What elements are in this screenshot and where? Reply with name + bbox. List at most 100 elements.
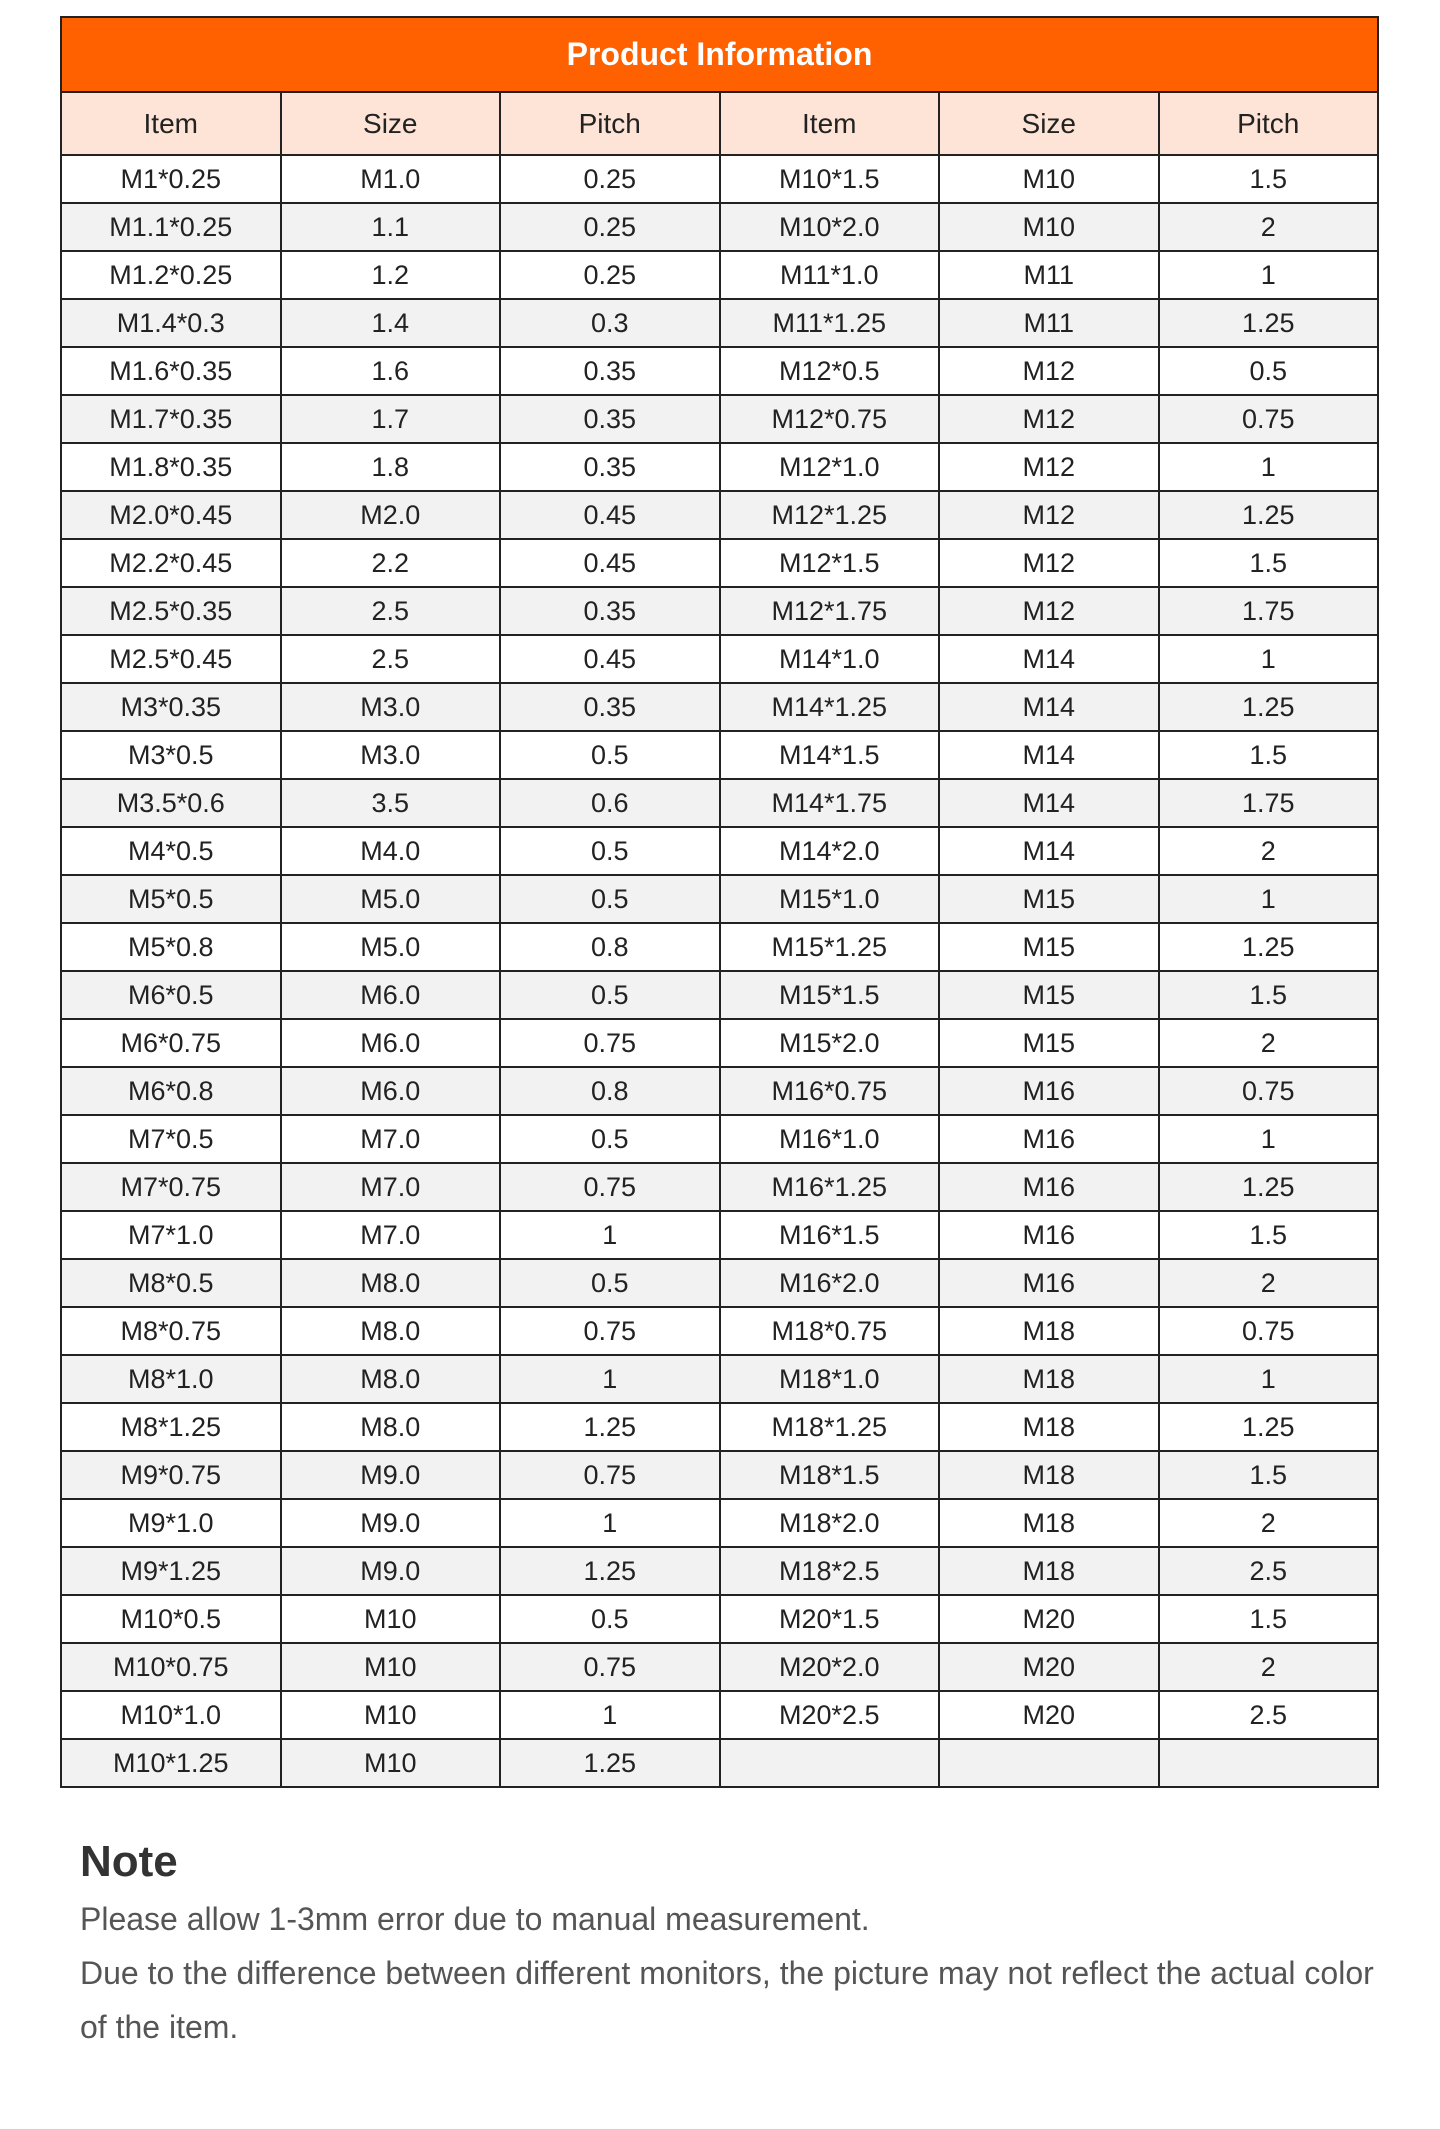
column-headers: Item Size Pitch Item Size Pitch [60,91,1379,156]
table-cell-item: M14*1.5 [718,730,940,780]
table-cell-size: M9.0 [279,1546,501,1596]
table-cell-size: M10 [279,1642,501,1692]
table-cell-item: M15*1.5 [718,970,940,1020]
table-row: M9*1.0 M9.0 1 M18*2.0 M18 2 [60,1498,1379,1548]
table-row: M4*0.5 M4.0 0.5 M14*2.0 M14 2 [60,826,1379,876]
table-cell-item: M18*1.25 [718,1402,940,1452]
table-cell-item: M10*2.0 [718,202,940,252]
table-cell-pitch: 0.45 [499,490,721,540]
table-row: M10*1.25 M10 1.25 [60,1738,1379,1788]
table-cell-item: M18*0.75 [718,1306,940,1356]
table-cell-item: M12*1.25 [718,490,940,540]
table-cell-item: M2.2*0.45 [60,538,282,588]
table-cell-pitch: 1.5 [1157,730,1379,780]
table-row: M9*0.75 M9.0 0.75 M18*1.5 M18 1.5 [60,1450,1379,1500]
table-cell-size: M12 [938,586,1160,636]
table-body: M1*0.25 M1.0 0.25 M10*1.5 M10 1.5 M1.1*0.25 1.1… [60,154,1379,1788]
table-cell-size: 1.6 [279,346,501,396]
table-cell-pitch: 1.25 [1157,1402,1379,1452]
table-cell-item: M10*0.75 [60,1642,282,1692]
table-cell-size: M16 [938,1114,1160,1164]
table-cell-size: M18 [938,1498,1160,1548]
table-cell-item: M4*0.5 [60,826,282,876]
table-row: M2.5*0.45 2.5 0.45 M14*1.0 M14 1 [60,634,1379,684]
table-cell-pitch: 2.5 [1157,1546,1379,1596]
table-cell-size: 1.4 [279,298,501,348]
table-cell-size: M12 [938,538,1160,588]
table-cell-pitch: 0.5 [499,970,721,1020]
table-cell-pitch: 1.25 [1157,490,1379,540]
table-cell-pitch: 0.25 [499,250,721,300]
table-cell-pitch: 2 [1157,1498,1379,1548]
table-cell-size: M10 [279,1738,501,1788]
table-cell-size: M3.0 [279,682,501,732]
table-cell-item: M16*0.75 [718,1066,940,1116]
table-row: M10*0.5 M10 0.5 M20*1.5 M20 1.5 [60,1594,1379,1644]
table-row: M7*0.5 M7.0 0.5 M16*1.0 M16 1 [60,1114,1379,1164]
table-cell-item: M15*1.0 [718,874,940,924]
table-cell-item: M3*0.5 [60,730,282,780]
table-cell-pitch: 1.5 [1157,538,1379,588]
table-row: M10*0.75 M10 0.75 M20*2.0 M20 2 [60,1642,1379,1692]
table-cell-size: 1.2 [279,250,501,300]
table-row: M1.2*0.25 1.2 0.25 M11*1.0 M11 1 [60,250,1379,300]
table-cell-size: M15 [938,1018,1160,1068]
table-cell-item: M10*1.0 [60,1690,282,1740]
table-row: M1.7*0.35 1.7 0.35 M12*0.75 M12 0.75 [60,394,1379,444]
table-row: M1.1*0.25 1.1 0.25 M10*2.0 M10 2 [60,202,1379,252]
table-cell-pitch: 1 [1157,634,1379,684]
table-cell-size: 1.8 [279,442,501,492]
table-cell-pitch: 1.5 [1157,1594,1379,1644]
table-cell-pitch: 2 [1157,826,1379,876]
table-cell-size: M9.0 [279,1498,501,1548]
table-cell-pitch: 0.75 [499,1306,721,1356]
table-cell-size: M5.0 [279,922,501,972]
table-cell-pitch: 0.35 [499,394,721,444]
note-section: Note Please allow 1-3mm error due to man… [80,1832,1400,2054]
table-cell-item: M2.0*0.45 [60,490,282,540]
table-cell-item: M6*0.75 [60,1018,282,1068]
table-row: M1.4*0.3 1.4 0.3 M11*1.25 M11 1.25 [60,298,1379,348]
table-row: M3.5*0.6 3.5 0.6 M14*1.75 M14 1.75 [60,778,1379,828]
table-cell-size: M10 [938,154,1160,204]
table-cell-item: M12*0.5 [718,346,940,396]
table-cell-size: M14 [938,634,1160,684]
table-cell-size: M16 [938,1162,1160,1212]
table-cell-size: M8.0 [279,1306,501,1356]
table-cell-item: M14*1.75 [718,778,940,828]
table-cell-size: M20 [938,1594,1160,1644]
table-cell-item: M8*1.25 [60,1402,282,1452]
table-cell-item: M20*1.5 [718,1594,940,1644]
table-cell-item: M9*0.75 [60,1450,282,1500]
table-cell-size: M12 [938,490,1160,540]
table-cell-size: M7.0 [279,1114,501,1164]
table-row: M5*0.5 M5.0 0.5 M15*1.0 M15 1 [60,874,1379,924]
table-cell-pitch: 1 [499,1690,721,1740]
table-cell-item: M10*1.5 [718,154,940,204]
table-cell-size: M10 [279,1690,501,1740]
table-cell-item: M1.8*0.35 [60,442,282,492]
table-cell-pitch: 0.5 [499,1258,721,1308]
table-cell-size: M10 [938,202,1160,252]
table-cell-size: 1.1 [279,202,501,252]
table-cell-pitch: 0.5 [1157,346,1379,396]
table-cell-item: M3*0.35 [60,682,282,732]
table-cell-item: M1*0.25 [60,154,282,204]
table-cell-item: M8*0.75 [60,1306,282,1356]
table-cell-pitch [1157,1738,1379,1788]
table-cell-size: 2.5 [279,634,501,684]
table-cell-item: M12*1.0 [718,442,940,492]
column-header-item: Item [718,91,940,156]
table-cell-item: M11*1.25 [718,298,940,348]
column-header-size: Size [279,91,501,156]
table-cell-item: M6*0.5 [60,970,282,1020]
table-cell-pitch: 0.75 [1157,1066,1379,1116]
table-cell-size: M14 [938,826,1160,876]
table-cell-item: M14*2.0 [718,826,940,876]
table-cell-item: M1.2*0.25 [60,250,282,300]
table-cell-item: M1.7*0.35 [60,394,282,444]
table-cell-size: M14 [938,682,1160,732]
table-cell-item: M18*1.0 [718,1354,940,1404]
table-cell-pitch: 1.75 [1157,778,1379,828]
table-cell-size: M11 [938,250,1160,300]
